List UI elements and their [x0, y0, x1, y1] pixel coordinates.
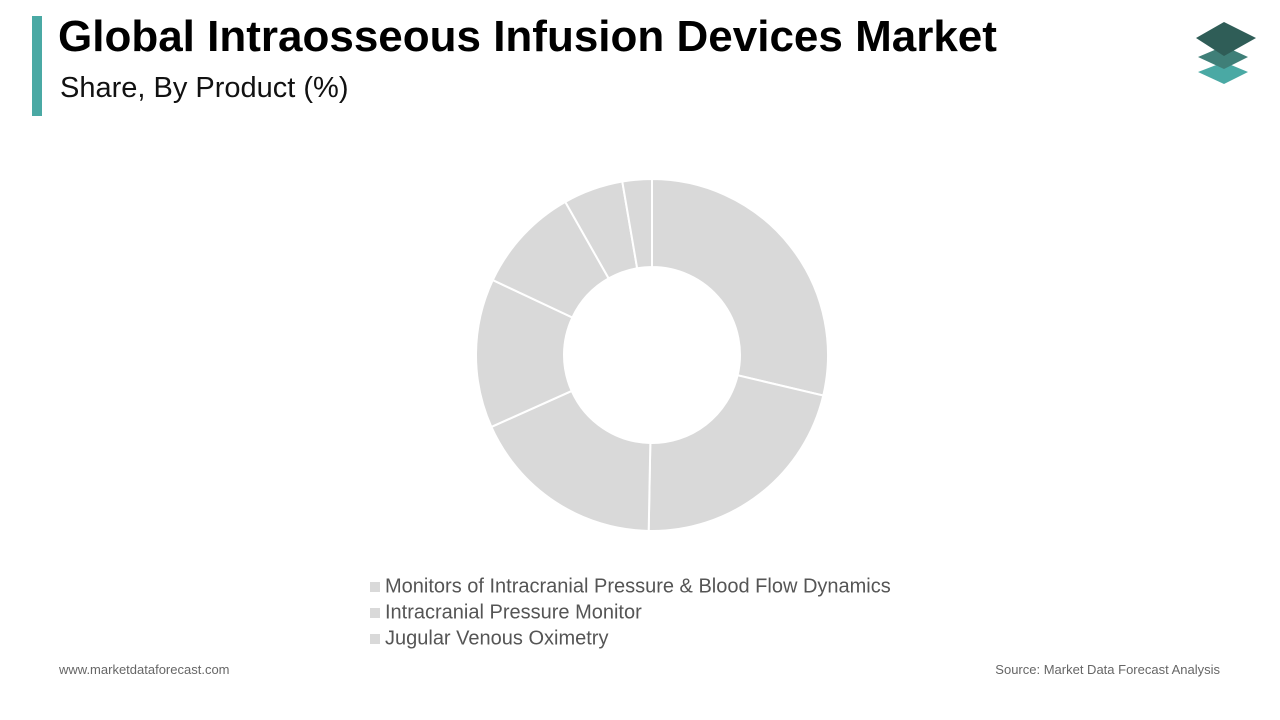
legend-marker [370, 634, 380, 644]
accent-bar [32, 16, 42, 116]
website: www.marketdataforecast.com [59, 662, 230, 677]
donut-segment [651, 177, 829, 397]
donut-segment [490, 389, 652, 532]
legend-marker [370, 608, 380, 618]
donut-segment [621, 177, 653, 270]
legend-marker [370, 582, 380, 592]
legend-label: Monitors of Intracranial Pressure & Bloo… [385, 575, 891, 597]
chart-title: Global Intraosseous Infusion Devices Mar… [58, 12, 997, 61]
donut-segment [647, 374, 825, 532]
legend-label: Jugular Venous Oximetry [385, 627, 608, 649]
logo [1196, 22, 1256, 84]
source: Source: Market Data Forecast Analysis [995, 662, 1220, 677]
chart-subtitle: Share, By Product (%) [60, 72, 349, 104]
legend-label: Intracranial Pressure Monitor [385, 601, 642, 623]
